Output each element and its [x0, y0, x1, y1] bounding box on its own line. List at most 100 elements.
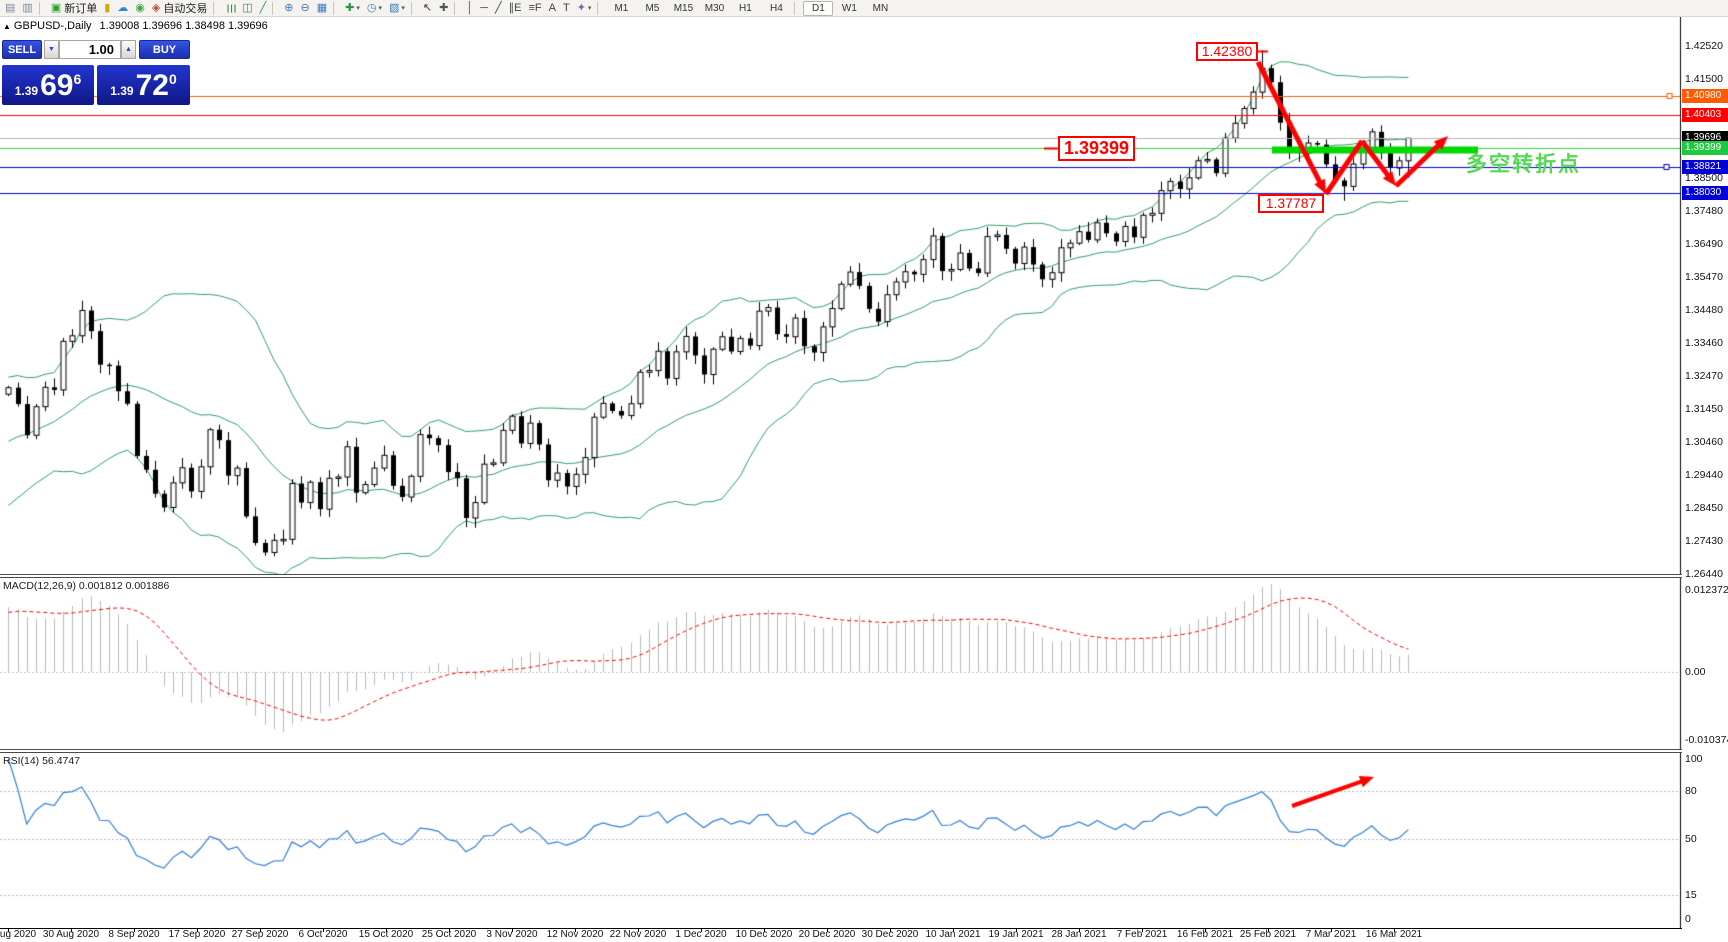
- buy-button[interactable]: BUY: [139, 40, 190, 59]
- date-tick: [1268, 928, 1269, 932]
- rsi-panel-separator[interactable]: [0, 749, 1682, 753]
- main-chart-canvas[interactable]: [0, 17, 1682, 575]
- toolbar-separator: [272, 1, 278, 15]
- crosshair-icon[interactable]: ✚: [436, 1, 451, 16]
- timeframe-w1[interactable]: W1: [841, 2, 857, 14]
- date-tick: [323, 928, 324, 932]
- toolbar-separator: [213, 1, 219, 15]
- equidistant-channel-icon[interactable]: ∥E: [506, 1, 525, 16]
- timeframe-m30[interactable]: M30: [704, 2, 725, 14]
- indicators-icon-dropdown[interactable]: ▾: [356, 5, 360, 12]
- chart-expand-icon[interactable]: ▲: [3, 22, 11, 31]
- indicators-icon[interactable]: ✚ ▾: [342, 1, 363, 16]
- horizontal-line-icon: ─: [480, 1, 488, 14]
- fibonacci-icon: ≡F: [528, 1, 542, 14]
- macd-panel-separator[interactable]: [0, 574, 1682, 578]
- date-tick: [638, 928, 639, 932]
- vertical-line-icon[interactable]: │: [463, 1, 476, 16]
- peak-price-annotation[interactable]: 1.42380: [1196, 42, 1258, 61]
- timeframe-m5[interactable]: M5: [645, 2, 660, 14]
- rsi-axis-tick: 50: [1685, 833, 1697, 845]
- price-badge: 1.38030: [1682, 185, 1728, 200]
- templates-icon: ▧: [388, 1, 400, 14]
- line-chart-icon[interactable]: ╱: [257, 1, 270, 16]
- chart-preview-icon: ▥: [22, 1, 33, 14]
- timeframe-h4[interactable]: H4: [770, 2, 783, 14]
- mql5-community-icon[interactable]: ☁: [114, 1, 131, 16]
- signals-icon[interactable]: ◉: [132, 1, 148, 16]
- horizontal-line-icon[interactable]: ─: [477, 1, 491, 16]
- chart-preview-icon[interactable]: ▥: [19, 1, 35, 16]
- rsi-axis-tick: 100: [1685, 753, 1703, 765]
- zoom-out-icon[interactable]: ⊖: [297, 1, 312, 16]
- signals-icon: ◉: [135, 1, 145, 14]
- date-tick: [1394, 928, 1395, 932]
- arrows-icon[interactable]: ✦ ▾: [574, 1, 595, 16]
- arrows-icon-dropdown[interactable]: ▾: [587, 5, 592, 12]
- timeframe-d1[interactable]: D1: [803, 0, 834, 16]
- date-tick: [575, 928, 576, 932]
- date-tick: [701, 928, 702, 932]
- main-toolbar: ▤ ▥ ▣ 新订单 ▮ ☁ ◉ ◈ 自动交易 ☰ ◫ ╱ ⊕ ⊖ ▦ ✚ ▾ ◷ ▾ ▧ ▾ ↖ ✚ │ ─ ╱ ∥E ≡F A T ✦ ▾ M…: [0, 0, 1728, 17]
- cursor-icon: ↖: [422, 1, 433, 14]
- volume-increase-button[interactable]: ▲: [121, 40, 136, 59]
- price-tick: 1.27430: [1685, 534, 1723, 547]
- sell-price-display[interactable]: 1.39 69 6: [2, 65, 94, 105]
- toolbar-separator: [410, 1, 417, 15]
- text-icon[interactable]: A: [546, 1, 559, 16]
- price-tick: 1.42520: [1685, 39, 1723, 52]
- price-tick: 1.31450: [1685, 402, 1723, 415]
- timeframe-h1[interactable]: H1: [739, 2, 752, 14]
- bar-chart-icon[interactable]: ☰: [222, 1, 238, 16]
- volume-input[interactable]: [59, 40, 121, 59]
- chart-symbol-period: GBPUSD-,Daily: [13, 20, 92, 32]
- equidistant-channel-icon: ∥E: [508, 1, 522, 14]
- text-label-icon[interactable]: T: [560, 1, 573, 16]
- price-badge: 1.40403: [1682, 108, 1728, 122]
- price-tick: 1.33460: [1685, 336, 1723, 349]
- timeframe-mn[interactable]: MN: [872, 2, 889, 14]
- templates-icon[interactable]: ▧ ▾: [386, 1, 408, 16]
- buy-price-base: 1.39: [110, 84, 134, 98]
- cursor-icon[interactable]: ↖: [420, 1, 435, 16]
- price-tick: 1.30460: [1685, 435, 1723, 448]
- zoom-out-icon: ⊖: [300, 1, 310, 14]
- timeframe-m1[interactable]: M1: [614, 2, 629, 14]
- pivot-price-annotation[interactable]: 1.39399: [1058, 136, 1135, 161]
- price-tick: 1.34480: [1685, 303, 1723, 316]
- buy-price-display[interactable]: 1.39 72 0: [97, 65, 190, 105]
- toolbar-separator: [794, 1, 800, 15]
- text-icon: A: [548, 1, 556, 14]
- templates-icon-dropdown[interactable]: ▾: [401, 5, 405, 12]
- autotrading-button[interactable]: ◈ 自动交易: [149, 1, 210, 16]
- new-order-button[interactable]: ▣ 新订单: [48, 1, 100, 16]
- tile-windows-icon[interactable]: ▦: [314, 1, 330, 16]
- price-tick: 1.36490: [1685, 237, 1723, 250]
- rsi-panel-canvas[interactable]: [0, 753, 1682, 928]
- price-tick: 1.26440: [1685, 567, 1723, 580]
- price-badge: 1.40980: [1682, 89, 1728, 104]
- volume-decrease-button[interactable]: ▼: [44, 40, 59, 59]
- trendline-icon[interactable]: ╱: [492, 1, 505, 16]
- pivot-text-annotation[interactable]: 多空转折点: [1466, 153, 1581, 176]
- toolbar-separator: [333, 1, 339, 15]
- date-tick: [1079, 928, 1080, 932]
- text-label-icon: T: [562, 1, 570, 14]
- zoom-in-icon[interactable]: ⊕: [281, 1, 296, 16]
- macd-panel-canvas[interactable]: [0, 578, 1682, 750]
- timeframe-m15[interactable]: M15: [673, 2, 694, 14]
- fibonacci-icon[interactable]: ≡F: [525, 1, 544, 16]
- periods-icon[interactable]: ◷ ▾: [364, 1, 385, 16]
- history-center-icon[interactable]: ▮: [101, 1, 113, 16]
- chart-ohlc-values: 1.39008 1.39696 1.38498 1.39696: [99, 20, 268, 32]
- date-tick: [260, 928, 261, 932]
- sell-button[interactable]: SELL: [2, 40, 42, 59]
- periods-icon-dropdown[interactable]: ▾: [378, 5, 382, 12]
- vertical-line-icon: │: [466, 1, 474, 14]
- toolbar-separator: [454, 1, 460, 15]
- macd-axis-tick: 0.00: [1685, 666, 1706, 678]
- macd-label: MACD(12,26,9) 0.001812 0.001886: [3, 580, 170, 592]
- chart-window-icon[interactable]: ▤: [2, 1, 18, 16]
- low-price-annotation[interactable]: 1.37787: [1258, 194, 1324, 213]
- candlestick-chart-icon[interactable]: ◫: [239, 1, 255, 16]
